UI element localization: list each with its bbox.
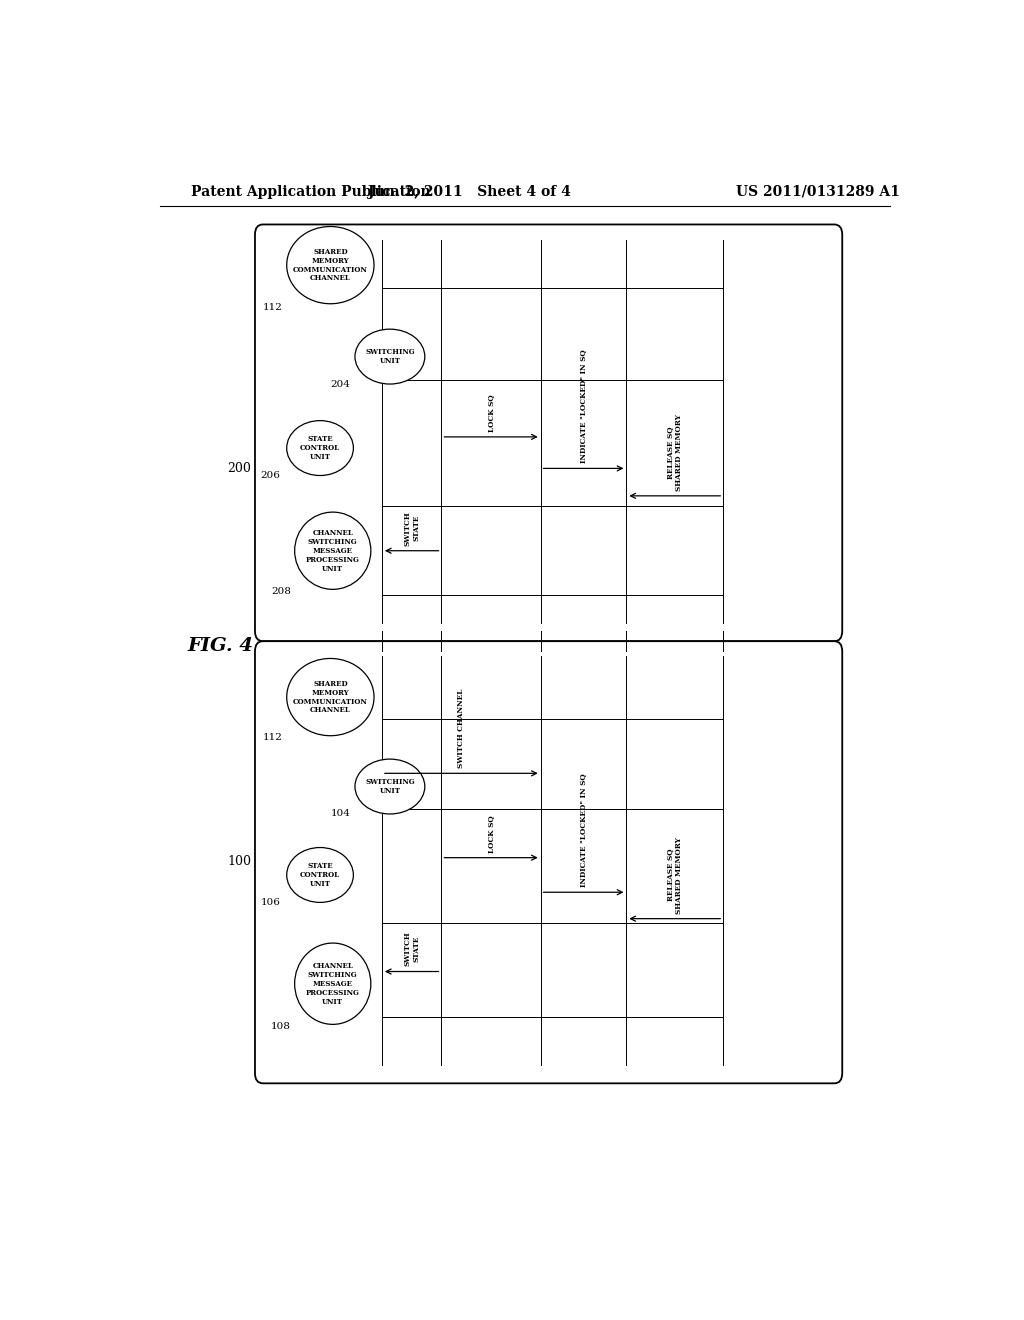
Ellipse shape bbox=[287, 847, 353, 903]
Text: LOCK SQ: LOCK SQ bbox=[487, 814, 495, 853]
Text: SHARED
MEMORY
COMMUNICATION
CHANNEL: SHARED MEMORY COMMUNICATION CHANNEL bbox=[293, 680, 368, 714]
Ellipse shape bbox=[355, 329, 425, 384]
Text: SWITCHING
UNIT: SWITCHING UNIT bbox=[366, 777, 415, 795]
Ellipse shape bbox=[287, 227, 374, 304]
Text: 100: 100 bbox=[227, 855, 251, 869]
Ellipse shape bbox=[295, 942, 371, 1024]
Text: 204: 204 bbox=[331, 380, 350, 389]
Ellipse shape bbox=[295, 512, 371, 589]
Text: Jun. 2, 2011   Sheet 4 of 4: Jun. 2, 2011 Sheet 4 of 4 bbox=[368, 185, 570, 199]
Text: 206: 206 bbox=[260, 471, 281, 480]
Text: RELEASE SQ
SHARED MEMORY: RELEASE SQ SHARED MEMORY bbox=[667, 414, 683, 491]
Text: 108: 108 bbox=[270, 1022, 291, 1031]
Text: 112: 112 bbox=[263, 302, 283, 312]
Text: US 2011/0131289 A1: US 2011/0131289 A1 bbox=[736, 185, 900, 199]
Text: STATE
CONTROL
UNIT: STATE CONTROL UNIT bbox=[300, 436, 340, 461]
Text: 112: 112 bbox=[263, 733, 283, 742]
Ellipse shape bbox=[287, 659, 374, 735]
Text: SWITCH
STATE: SWITCH STATE bbox=[403, 511, 420, 545]
Text: SHARED
MEMORY
COMMUNICATION
CHANNEL: SHARED MEMORY COMMUNICATION CHANNEL bbox=[293, 248, 368, 282]
FancyBboxPatch shape bbox=[255, 642, 842, 1084]
Text: INDICATE "LOCKED" IN SQ: INDICATE "LOCKED" IN SQ bbox=[580, 774, 588, 887]
Text: 106: 106 bbox=[260, 899, 281, 907]
Text: 104: 104 bbox=[331, 809, 350, 818]
Text: LOCK SQ: LOCK SQ bbox=[487, 395, 495, 432]
Text: 208: 208 bbox=[270, 587, 291, 597]
Text: INDICATE "LOCKED" IN SQ: INDICATE "LOCKED" IN SQ bbox=[580, 350, 588, 463]
Text: STATE
CONTROL
UNIT: STATE CONTROL UNIT bbox=[300, 862, 340, 888]
Text: RELEASE SQ
SHARED MEMORY: RELEASE SQ SHARED MEMORY bbox=[667, 837, 683, 913]
Text: CHANNEL
SWITCHING
MESSAGE
PROCESSING
UNIT: CHANNEL SWITCHING MESSAGE PROCESSING UNI… bbox=[306, 529, 359, 573]
Text: SWITCH
STATE: SWITCH STATE bbox=[403, 932, 420, 966]
Ellipse shape bbox=[355, 759, 425, 814]
Text: CHANNEL
SWITCHING
MESSAGE
PROCESSING
UNIT: CHANNEL SWITCHING MESSAGE PROCESSING UNI… bbox=[306, 962, 359, 1006]
Text: Patent Application Publication: Patent Application Publication bbox=[191, 185, 431, 199]
Text: SWITCH CHANNEL: SWITCH CHANNEL bbox=[458, 689, 465, 768]
Ellipse shape bbox=[287, 421, 353, 475]
Text: SWITCHING
UNIT: SWITCHING UNIT bbox=[366, 348, 415, 366]
FancyBboxPatch shape bbox=[255, 224, 842, 642]
Text: FIG. 4: FIG. 4 bbox=[187, 638, 254, 655]
Text: 200: 200 bbox=[227, 462, 251, 475]
